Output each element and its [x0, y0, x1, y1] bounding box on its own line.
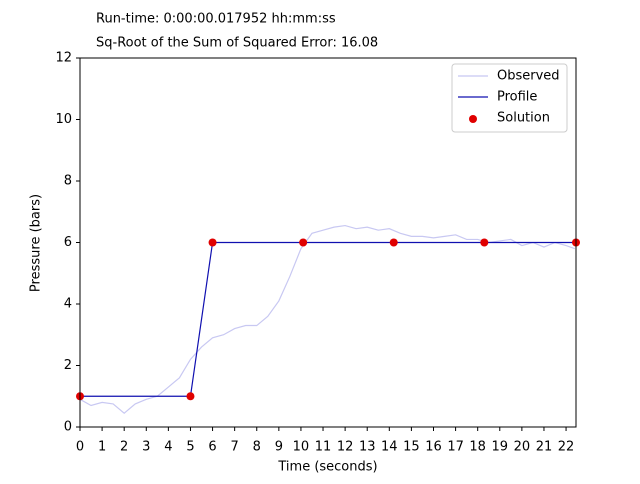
- x-tick-label: 1: [98, 440, 106, 455]
- line-observed: [79, 224, 576, 414]
- x-tick-label: 5: [186, 440, 194, 455]
- plot-frame: [79, 57, 577, 428]
- x-tick-label: 21: [536, 440, 553, 455]
- solution-point: [299, 238, 308, 247]
- x-axis-label: Time (seconds): [277, 460, 377, 475]
- x-tick-label: 7: [231, 440, 239, 455]
- y-axis-label: Pressure (bars): [29, 194, 44, 292]
- x-tick-label: 19: [492, 440, 509, 455]
- solution-point: [389, 238, 398, 247]
- x-tick-label: 13: [359, 440, 376, 455]
- x-tick-label: 12: [337, 440, 354, 455]
- x-tick-label: 14: [381, 440, 398, 455]
- y-tick-label: 0: [64, 420, 72, 435]
- legend-label: Profile: [497, 90, 537, 105]
- legend-box: [451, 63, 568, 133]
- y-tick-label: 12: [55, 51, 72, 66]
- x-tick-label: 8: [253, 440, 261, 455]
- y-tick-label: 6: [64, 235, 72, 250]
- x-tick-label: 18: [469, 440, 486, 455]
- chart-title: Run-time: 0:00:00.017952 hh:mm:ss: [96, 12, 336, 27]
- y-tick-label: 8: [64, 174, 72, 189]
- x-tick-label: 2: [120, 440, 128, 455]
- x-tick-label: 17: [447, 440, 464, 455]
- x-tick-label: 11: [315, 440, 332, 455]
- y-tick-label: 10: [55, 112, 72, 127]
- y-tick-label: 2: [64, 358, 72, 373]
- x-tick-label: 3: [142, 440, 150, 455]
- x-tick-label: 4: [164, 440, 172, 455]
- y-tick-label: 4: [64, 297, 72, 312]
- legend-marker: [469, 115, 477, 123]
- x-tick-label: 6: [208, 440, 216, 455]
- chart-subtitle: Sq-Root of the Sum of Squared Error: 16.…: [96, 36, 378, 51]
- x-tick-label: 16: [425, 440, 442, 455]
- solution-point: [186, 392, 195, 401]
- x-tick-label: 20: [514, 440, 531, 455]
- solution-point: [208, 238, 217, 247]
- x-tick-label: 22: [558, 440, 575, 455]
- x-tick-label: 10: [293, 440, 310, 455]
- legend-label: Observed: [497, 69, 560, 84]
- line-profile: [80, 241, 576, 397]
- legend-label: Solution: [497, 111, 550, 126]
- solution-point: [480, 238, 489, 247]
- x-tick-label: 15: [403, 440, 420, 455]
- x-tick-label: 0: [76, 440, 84, 455]
- x-tick-label: 9: [275, 440, 283, 455]
